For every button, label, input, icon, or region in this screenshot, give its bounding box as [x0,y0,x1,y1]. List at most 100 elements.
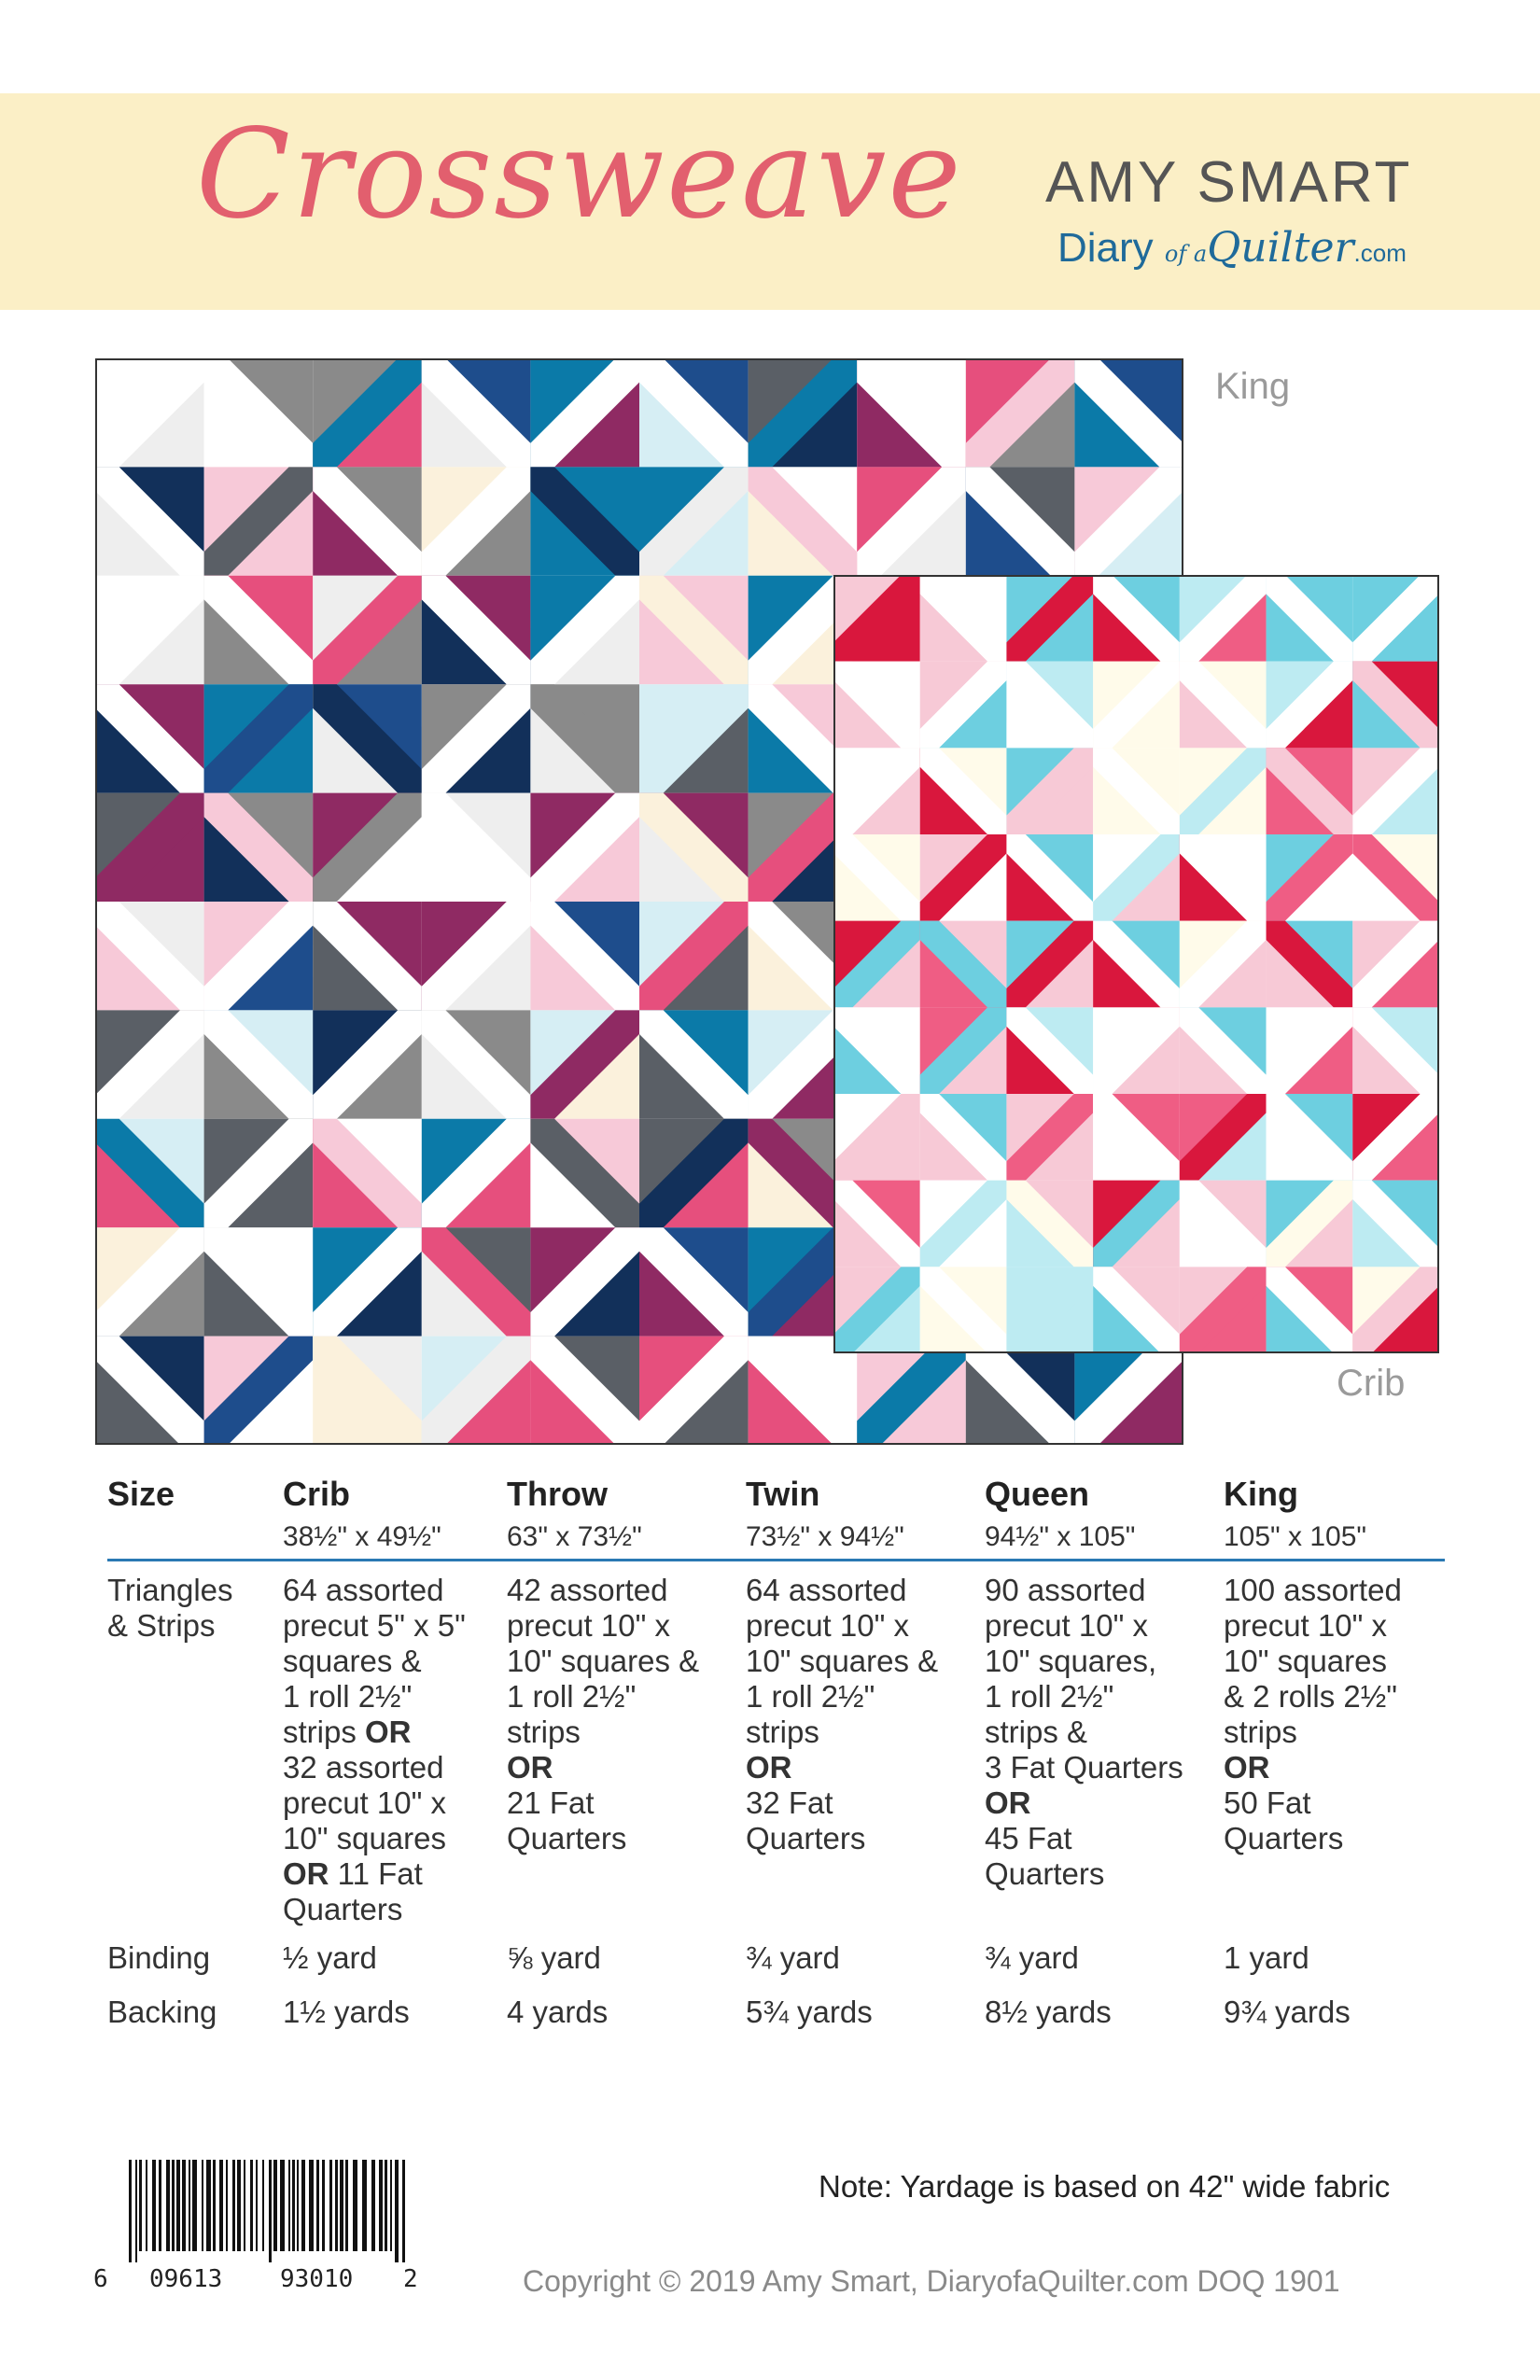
triangles-line: 21 Fat [507,1785,699,1821]
upc-group-1: 09613 [149,2265,223,2293]
triangles-text: Quarters [507,1821,627,1855]
triangles-line: Quarters [746,1821,938,1856]
triangles-text: Quarters [746,1821,866,1855]
triangles-text: 3 Fat Quarters [985,1750,1183,1785]
triangles-line: 64 assorted [283,1573,466,1608]
triangles-text: strips [283,1715,366,1749]
triangles-text: 10" squares & [746,1644,939,1678]
upc-digit-left: 6 [93,2265,108,2293]
triangles-line: 10" squares & [746,1644,938,1679]
triangles-line: 32 Fat [746,1785,938,1821]
binding-value-0: ½ yard [283,1940,377,1975]
triangles-label: Triangles & Strips [107,1573,233,1644]
triangles-text: precut 5" x 5" [283,1608,466,1643]
triangles-line: 1 roll 2½" [283,1679,466,1715]
or-keyword: OR [507,1750,553,1785]
triangles-line: 10" squares & [507,1644,699,1679]
triangles-text: 10" squares, [985,1644,1157,1678]
triangles-text: strips [746,1715,819,1749]
size-dimensions-4: 105" x 105" [1224,1521,1367,1552]
triangles-text: 1 roll 2½" [985,1679,1114,1714]
logo-word-ofa: of a [1164,241,1208,267]
triangles-text: & 2 rolls 2½" [1224,1679,1397,1714]
triangles-line: OR [1224,1750,1402,1785]
or-keyword: OR [985,1785,1031,1820]
triangles-line: 1 roll 2½" [507,1679,699,1715]
triangles-text: 1 roll 2½" [283,1679,413,1714]
website-logo: Diary of aQuilter.com [1057,224,1407,272]
backing-value-2: 5¾ yards [746,1995,873,2029]
triangles-line: Quarters [1224,1821,1402,1856]
copyright-line: Copyright © 2019 Amy Smart, DiaryofaQuil… [523,2264,1340,2298]
backing-value-0: 1½ yards [283,1995,410,2029]
binding-label: Binding [107,1940,211,1975]
size-header: Size [107,1475,175,1513]
logo-word-diary: Diary [1057,225,1154,271]
triangles-strips-3: 90 assorted precut 10" x 10" squares, 1 rol… [985,1573,1183,1892]
triangles-label-line2: & Strips [107,1608,216,1643]
triangles-strips-0: 64 assorted precut 5" x 5" squares & 1 roll… [283,1573,466,1927]
table-rule [107,1559,1445,1561]
triangles-line: 100 assorted [1224,1573,1402,1608]
triangles-line: & 2 rolls 2½" [1224,1679,1402,1715]
triangles-line: squares & [283,1644,466,1679]
backing-value-4: 9¾ yards [1224,1995,1351,2029]
triangles-line: 1 roll 2½" [985,1679,1183,1715]
triangles-line: strips [507,1715,699,1750]
triangles-text: precut 10" x [746,1608,909,1643]
designer-name: AMY SMART [1045,150,1413,215]
triangles-text: 1 roll 2½" [746,1679,875,1714]
triangles-line: 1 roll 2½" [746,1679,938,1715]
triangles-line: 45 Fat [985,1821,1183,1856]
triangles-text: 100 assorted [1224,1573,1402,1607]
or-keyword: OR [283,1856,329,1891]
triangles-line: strips [1224,1715,1402,1750]
or-keyword: OR [365,1715,412,1749]
size-dimensions-1: 63" x 73½" [507,1521,642,1552]
triangles-text: precut 10" x [283,1785,446,1820]
triangles-line: OR 11 Fat [283,1856,466,1892]
or-keyword: OR [746,1750,792,1785]
triangles-line: Quarters [985,1856,1183,1892]
triangles-line: 32 assorted [283,1750,466,1785]
upc-digit-right: 2 [403,2265,418,2293]
triangles-line: 10" squares, [985,1644,1183,1679]
triangles-line: 10" squares [283,1821,466,1856]
triangles-line: precut 5" x 5" [283,1608,466,1644]
triangles-label-line1: Triangles [107,1573,233,1607]
binding-value-3: ¾ yard [985,1940,1079,1975]
triangles-line: strips & [985,1715,1183,1750]
crib-label: Crib [1337,1363,1406,1404]
size-dimensions-3: 94½" x 105" [985,1521,1136,1552]
triangles-strips-1: 42 assorted precut 10" x 10" squares & 1 ro… [507,1573,699,1856]
barcode [129,2160,405,2262]
backing-label: Backing [107,1995,217,2029]
pattern-title: Crossweave [196,103,963,246]
size-column-0: Crib [283,1475,350,1513]
triangles-text: 32 Fat [746,1785,833,1820]
yardage-note: Note: Yardage is based on 42" wide fabri… [819,2169,1391,2204]
triangles-line: precut 10" x [1224,1608,1402,1644]
triangles-text: 10" squares [1224,1644,1387,1678]
triangles-text: 1 roll 2½" [507,1679,637,1714]
triangles-text: 11 Fat [329,1856,423,1891]
triangles-line: strips [746,1715,938,1750]
crib-quilt-image [833,575,1439,1353]
triangles-text: precut 10" x [985,1608,1148,1643]
triangles-line: 64 assorted [746,1573,938,1608]
logo-word-com: .com [1353,239,1407,267]
backing-value-1: 4 yards [507,1995,609,2029]
size-column-2: Twin [746,1475,820,1513]
triangles-line: strips OR [283,1715,466,1750]
triangles-line: Quarters [507,1821,699,1856]
triangles-text: Quarters [985,1856,1105,1891]
size-column-3: Queen [985,1475,1090,1513]
logo-word-quilter: Quilter [1207,224,1354,272]
binding-value-2: ¾ yard [746,1940,840,1975]
binding-value-4: 1 yard [1224,1940,1309,1975]
triangles-line: OR [746,1750,938,1785]
triangles-text: Quarters [1224,1821,1344,1855]
triangles-line: precut 10" x [283,1785,466,1821]
triangles-text: Quarters [283,1892,403,1926]
triangles-text: precut 10" x [507,1608,670,1643]
